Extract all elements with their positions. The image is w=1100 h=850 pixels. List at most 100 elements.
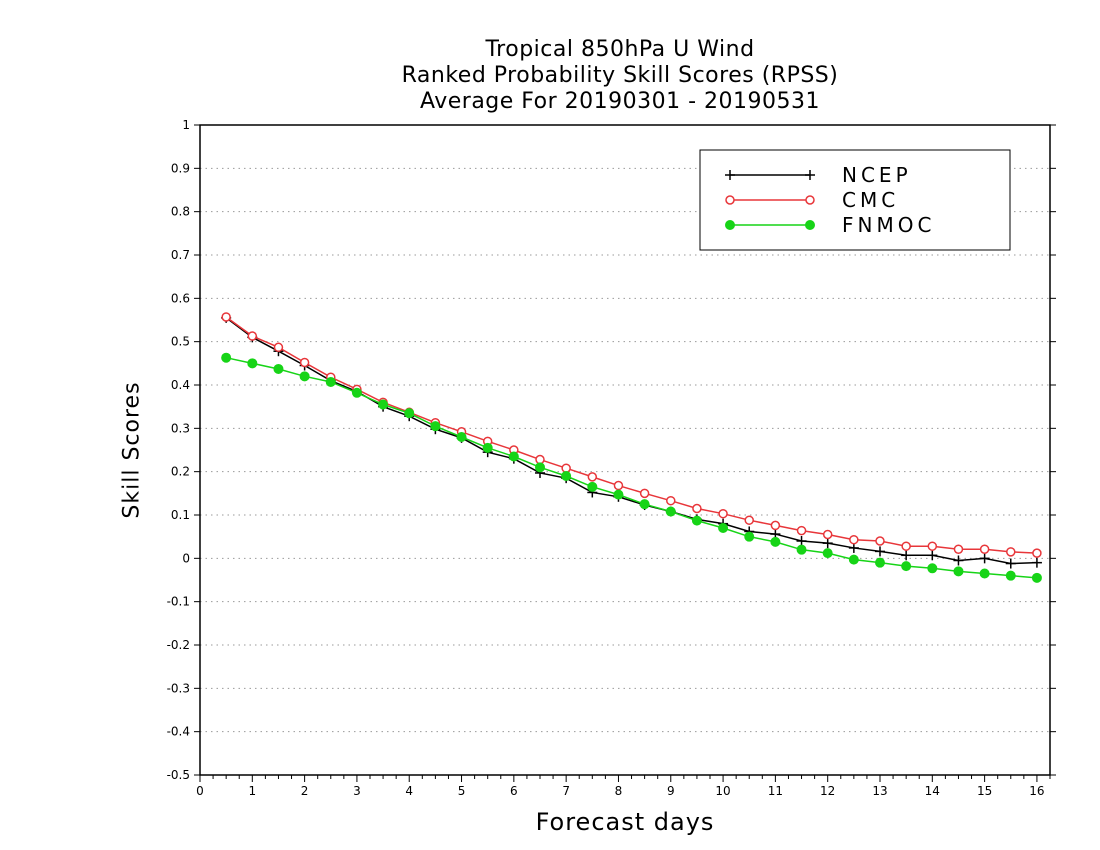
cmc-point — [1032, 548, 1042, 558]
legend-fnmoc-marker — [725, 220, 735, 230]
fnmoc-line — [225, 356, 1037, 579]
x-tick-label: 5 — [458, 784, 466, 798]
fnmoc-point — [953, 566, 964, 577]
x-tick-label: 10 — [715, 784, 730, 798]
ncep-series — [221, 312, 1042, 569]
y-tick-label: -0.4 — [167, 725, 190, 739]
fnmoc-point — [822, 548, 833, 559]
legend-cmc-marker — [805, 195, 815, 205]
legend-fnmoc-label: FNMOC — [842, 213, 935, 237]
cmc-line — [225, 316, 1037, 554]
fnmoc-point — [1005, 570, 1016, 581]
plot-frame — [199, 124, 1051, 776]
axis-ticks: -0.5 -0.4 -0.3 -0.2 -0.1 0 0.1 0.2 0.3 0.4 0.5 0.6 0… — [167, 118, 1056, 798]
ncep-point — [822, 538, 833, 549]
legend-cmc-label: CMC — [842, 188, 899, 212]
series-lines — [221, 312, 1042, 583]
cmc-point — [927, 541, 938, 551]
fnmoc-point — [613, 489, 624, 500]
y-axis-label: Skill Scores — [119, 381, 145, 519]
cmc-point — [979, 544, 990, 554]
x-tick-label: 1 — [248, 784, 256, 798]
x-tick-label: 6 — [510, 784, 518, 798]
x-tick-label: 4 — [405, 784, 413, 798]
cmc-point — [718, 508, 728, 519]
x-tick-label: 11 — [768, 784, 783, 798]
x-tick-label: 16 — [1029, 784, 1044, 798]
cmc-point — [613, 480, 624, 491]
cmc-point — [849, 534, 859, 545]
fnmoc-point — [456, 432, 467, 442]
cmc-point — [666, 495, 676, 506]
cmc-point — [1006, 547, 1016, 557]
ncep-point — [1005, 558, 1016, 569]
fnmoc-point — [299, 371, 310, 382]
cmc-point — [796, 525, 807, 536]
x-tick-label: 2 — [301, 784, 309, 798]
fnmoc-point — [901, 561, 912, 572]
x-tick-label: 9 — [667, 784, 675, 798]
fnmoc-point — [744, 531, 755, 542]
fnmoc-point — [221, 352, 232, 363]
fnmoc-point — [587, 481, 598, 492]
x-tick-label: 3 — [353, 784, 361, 798]
cmc-point — [901, 541, 911, 551]
legend-fnmoc-marker — [805, 220, 815, 230]
cmc-point — [744, 515, 754, 525]
fnmoc-point — [796, 544, 807, 555]
legend-ncep-label: NCEP — [842, 163, 912, 187]
x-tick-label: 15 — [977, 784, 992, 798]
fnmoc-point — [639, 499, 650, 510]
y-tick-label: -0.1 — [167, 595, 190, 609]
y-tick-label: -0.3 — [167, 681, 190, 695]
cmc-point — [247, 331, 258, 341]
fnmoc-point — [273, 363, 284, 374]
x-tick-label: 8 — [615, 784, 623, 798]
x-tick-label: 7 — [562, 784, 570, 798]
y-tick-label: 0.8 — [171, 205, 190, 219]
y-tick-label: 0.7 — [171, 248, 190, 262]
y-tick-label: 0 — [182, 551, 190, 565]
ncep-point — [796, 536, 807, 546]
fnmoc-point — [535, 462, 545, 473]
cmc-point — [770, 520, 781, 531]
legend-cmc-marker — [725, 195, 735, 205]
fnmoc-point — [927, 563, 938, 574]
y-tick-label: 0.6 — [171, 291, 190, 305]
y-tick-label: 1 — [182, 118, 190, 132]
cmc-point — [535, 454, 545, 465]
y-tick-label: 0.3 — [171, 421, 190, 435]
fnmoc-series — [221, 352, 1042, 583]
cmc-point — [875, 536, 885, 546]
cmc-point — [299, 357, 310, 368]
y-tick-label: -0.5 — [167, 768, 190, 782]
y-tick-label: 0.1 — [171, 508, 190, 522]
fnmoc-point — [1031, 572, 1042, 583]
x-tick-label: 12 — [820, 784, 835, 798]
chart-title-line-2: Ranked Probability Skill Scores (RPSS) — [401, 63, 839, 88]
y-tick-label: 0.9 — [171, 161, 190, 175]
legend-ncep-marker — [725, 170, 735, 180]
fnmoc-point — [482, 442, 493, 453]
cmc-point — [221, 312, 231, 322]
ncep-point — [1031, 557, 1042, 568]
x-tick-label: 14 — [925, 784, 940, 798]
cmc-point — [639, 488, 650, 499]
ncep-point — [953, 555, 964, 566]
fnmoc-point — [848, 554, 859, 565]
cmc-point — [273, 342, 284, 353]
y-tick-label: 0.2 — [171, 465, 190, 479]
fnmoc-point — [875, 557, 885, 568]
y-tick-label: -0.2 — [167, 638, 190, 652]
cmc-point — [822, 529, 833, 540]
ncep-point — [927, 550, 938, 561]
ncep-point — [979, 553, 990, 564]
cmc-series — [221, 312, 1042, 558]
fnmoc-point — [770, 536, 781, 547]
grid-lines — [200, 167, 1050, 733]
ncep-point — [848, 542, 859, 553]
ncep-line — [225, 317, 1037, 565]
x-tick-label: 13 — [872, 784, 887, 798]
